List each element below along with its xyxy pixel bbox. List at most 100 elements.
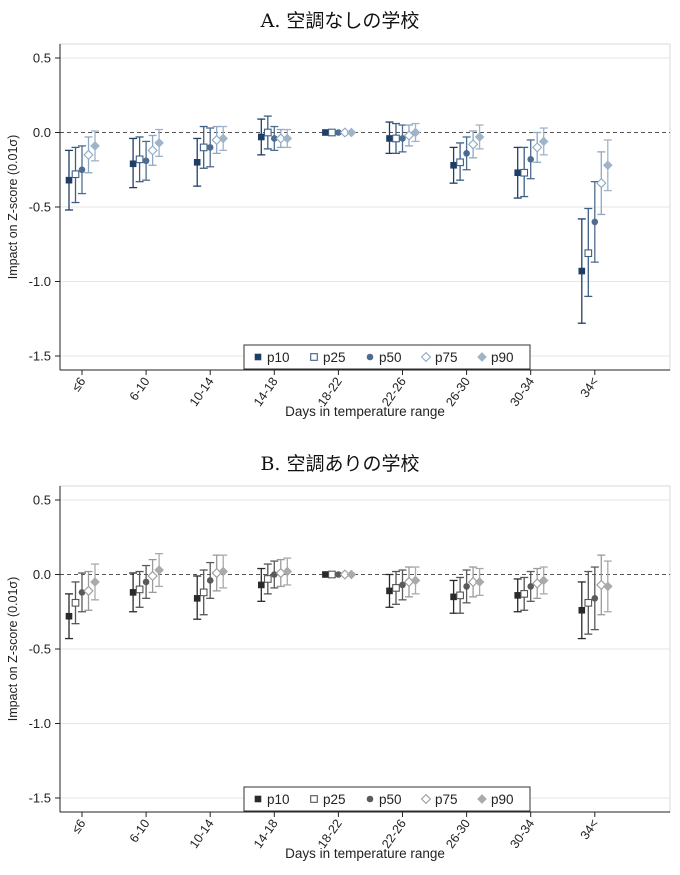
panel-a-point-p10 [514,169,521,177]
panel-a-point-p10 [65,176,73,184]
panel-a-point-p25 [71,170,80,179]
panel-a-point-p75 [403,130,415,141]
panel-b-point-p75 [275,567,286,579]
panel-b-legend-marker-p75 [420,793,432,805]
panel-b-point-p10 [129,589,137,596]
panel-a-point-p25 [199,143,208,152]
panel-a-point-p50 [78,166,86,174]
panel-a-point-p10 [193,159,201,166]
panel-b-y-axis-label: Impact on Z-score (0.01σ) [6,577,20,722]
panel-b-point-p90 [90,577,100,587]
panel-a-point-p50 [463,150,470,157]
panel-b-point-p25 [263,575,272,583]
panel-b-x-tick-label: 14-18 [251,817,281,851]
panel-a-x-tick-label: 14-18 [251,375,281,409]
panel-b-y-tick-label: -1.0 [29,716,51,731]
panel-a-point-p50 [399,135,406,142]
panel-a-x-tick-label: ≤6 [69,375,88,394]
panel-a-point-p25 [584,249,593,258]
panel-b-y-tick-label: 0.5 [33,493,51,508]
panel-a-point-p50 [527,156,534,163]
panel-b-point-p25 [392,584,400,592]
panel-a-legend-label-p25: p25 [323,350,346,365]
panel-a-point-p75 [596,177,607,189]
panel-a-x-tick-label: 34< [578,375,602,400]
panel-a-point-p25 [520,168,529,177]
panel-b-point-p50 [463,583,470,590]
panel-b-y-tick-label: -1.5 [29,791,51,806]
panel-b-point-p50 [142,578,150,586]
panel-b-point-p75 [596,579,607,591]
panel-b-point-p75 [339,569,351,580]
panel-a-point-p10 [578,267,586,275]
panel-b-legend-label-p90: p90 [491,792,514,807]
panel-b-point-p10 [514,592,521,599]
panel-a-y-tick-label: -1.0 [29,274,51,289]
panel-b-point-p25 [456,591,464,600]
panel-b-x-tick-label: 10-14 [187,817,217,851]
panel-b-point-p75 [211,567,222,579]
panel-a-point-p90 [474,132,485,142]
panel-b-series-p90 [90,552,613,613]
panel-a-legend-label-p50: p50 [379,350,402,365]
panel-b-x-tick-label: 6-10 [127,817,153,846]
panel-b-point-p10 [322,571,329,578]
panel-b-y-tick-label: 0.0 [33,567,51,582]
panel-b-legend-label-p10: p10 [267,792,290,807]
panel-a-point-p10 [129,160,137,168]
panel-b-point-p90 [282,566,293,577]
panel-a-point-p50 [271,135,278,142]
panel-a-y-tick-label: 0.0 [33,125,51,140]
panel-a-x-tick-label: 26-30 [443,375,473,409]
panel-a-point-p25 [456,158,464,167]
panel-b-legend-marker-p50 [366,795,374,803]
panel-b-point-p10 [258,581,265,589]
panel-a-legend-marker-p25 [310,353,318,361]
panel-a-legend-marker-p90 [477,352,487,362]
panel-b-point-p25 [71,598,80,607]
panel-a-point-p90 [218,133,229,144]
panel-a-legend-label-p10: p10 [267,350,290,365]
panel-b-series-p10 [65,567,586,640]
panel-a-point-p90 [410,127,421,138]
panel-a-legend-label-p90: p90 [491,350,514,365]
panel-a-point-p10 [258,133,265,141]
panel-a-point-p50 [335,129,342,136]
panel-a-point-p75 [532,142,543,153]
panel-b-point-p25 [199,588,208,597]
panel-a-x-axis-label: Days in temperature range [285,404,445,419]
panel-a-y-tick-label: -0.5 [29,200,51,215]
panel-a-series-p90 [90,122,613,192]
panel-a-x-tick-label: 6-10 [127,375,153,404]
panel-b-point-p90 [154,565,164,575]
panel-b-point-p50 [591,595,599,602]
panel-b-point-p50 [206,577,214,584]
panel-a-point-p25 [328,128,336,137]
panel-a-series-p25 [71,115,593,298]
panel-a-y-axis-label: Impact on Z-score (0.01σ) [6,135,20,280]
panel-a-point-p90 [346,127,357,138]
panel-a-point-p90 [90,141,100,151]
panel-b-point-p25 [328,570,336,579]
panel-a-point-p10 [322,129,329,136]
panel-b-point-p10 [450,593,457,601]
panel-b-point-p75 [532,578,543,589]
panel-a-point-p75 [339,127,351,138]
panel-b-x-axis-label: Days in temperature range [285,846,445,861]
panel-a-point-p25 [135,155,144,164]
panel-b-point-p75 [147,570,158,582]
panel-b-point-p75 [403,576,415,588]
panel-b-point-p10 [193,595,201,602]
panel-a-point-p90 [538,136,549,147]
panel-a-point-p75 [467,139,479,150]
panel-a-point-p25 [263,128,272,137]
panel-b-point-p10 [578,606,586,614]
panel-b-point-p10 [65,612,73,620]
panel-a-point-p50 [206,144,214,151]
panel-b-point-p90 [346,569,357,580]
panel-b-point-p90 [602,581,613,592]
panel-a-point-p75 [275,133,286,144]
panel-a-point-p50 [591,218,599,226]
panel-a-legend-marker-p50 [366,353,374,361]
panel-b-x-tick-label: 30-34 [507,817,537,851]
